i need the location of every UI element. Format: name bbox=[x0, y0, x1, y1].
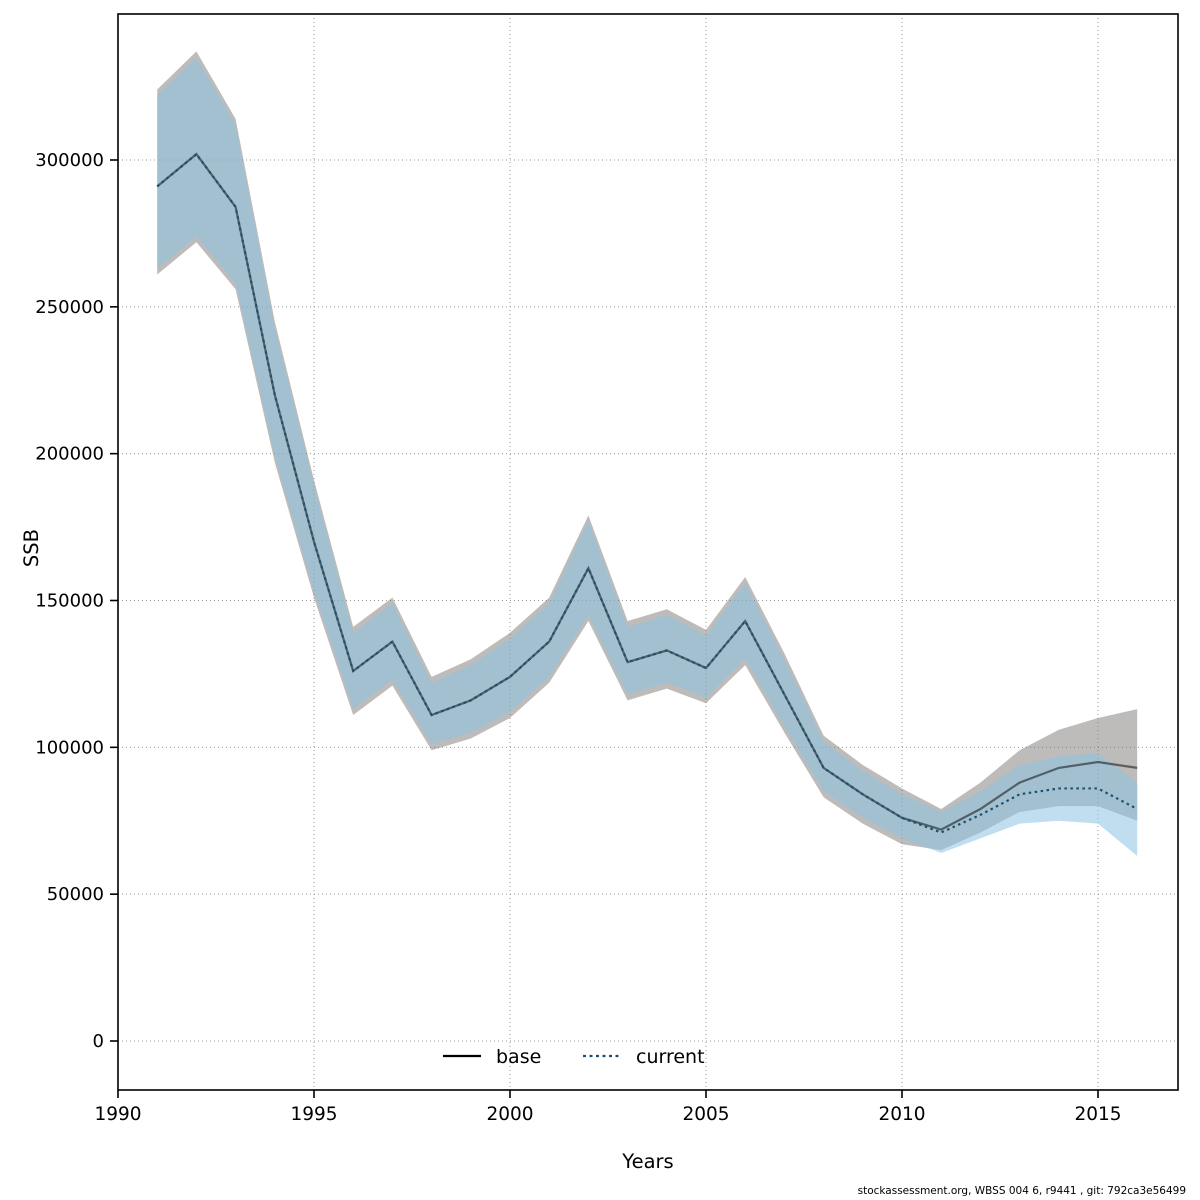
x-tick-label: 2015 bbox=[1074, 1104, 1121, 1125]
x-axis-title: Years bbox=[621, 1150, 673, 1173]
x-tick-label: 2010 bbox=[878, 1104, 925, 1125]
x-tick-label: 1990 bbox=[94, 1104, 141, 1125]
x-tick-label: 2000 bbox=[486, 1104, 533, 1125]
footer-attribution: stockassessment.org, WBSS 004 6, r9441 ,… bbox=[857, 1185, 1186, 1197]
base-line bbox=[156, 152, 1138, 831]
y-tick-label: 50000 bbox=[47, 884, 104, 905]
y-tick-label: 100000 bbox=[35, 737, 104, 758]
x-tick-label: 2005 bbox=[682, 1104, 729, 1125]
plot-frame bbox=[117, 13, 1179, 1091]
legend-base-label: base bbox=[496, 1046, 541, 1068]
y-tick-label: 200000 bbox=[35, 444, 104, 465]
legend-current-label: current bbox=[636, 1046, 705, 1068]
y-axis-title: SSB bbox=[20, 529, 43, 567]
y-tick-label: 0 bbox=[93, 1031, 104, 1052]
y-tick-label: 150000 bbox=[35, 591, 104, 612]
x-tick-label: 1995 bbox=[290, 1104, 337, 1125]
y-tick-label: 250000 bbox=[35, 297, 104, 318]
y-tick-label: 300000 bbox=[35, 150, 104, 171]
current-confidence-band bbox=[157, 57, 1138, 856]
